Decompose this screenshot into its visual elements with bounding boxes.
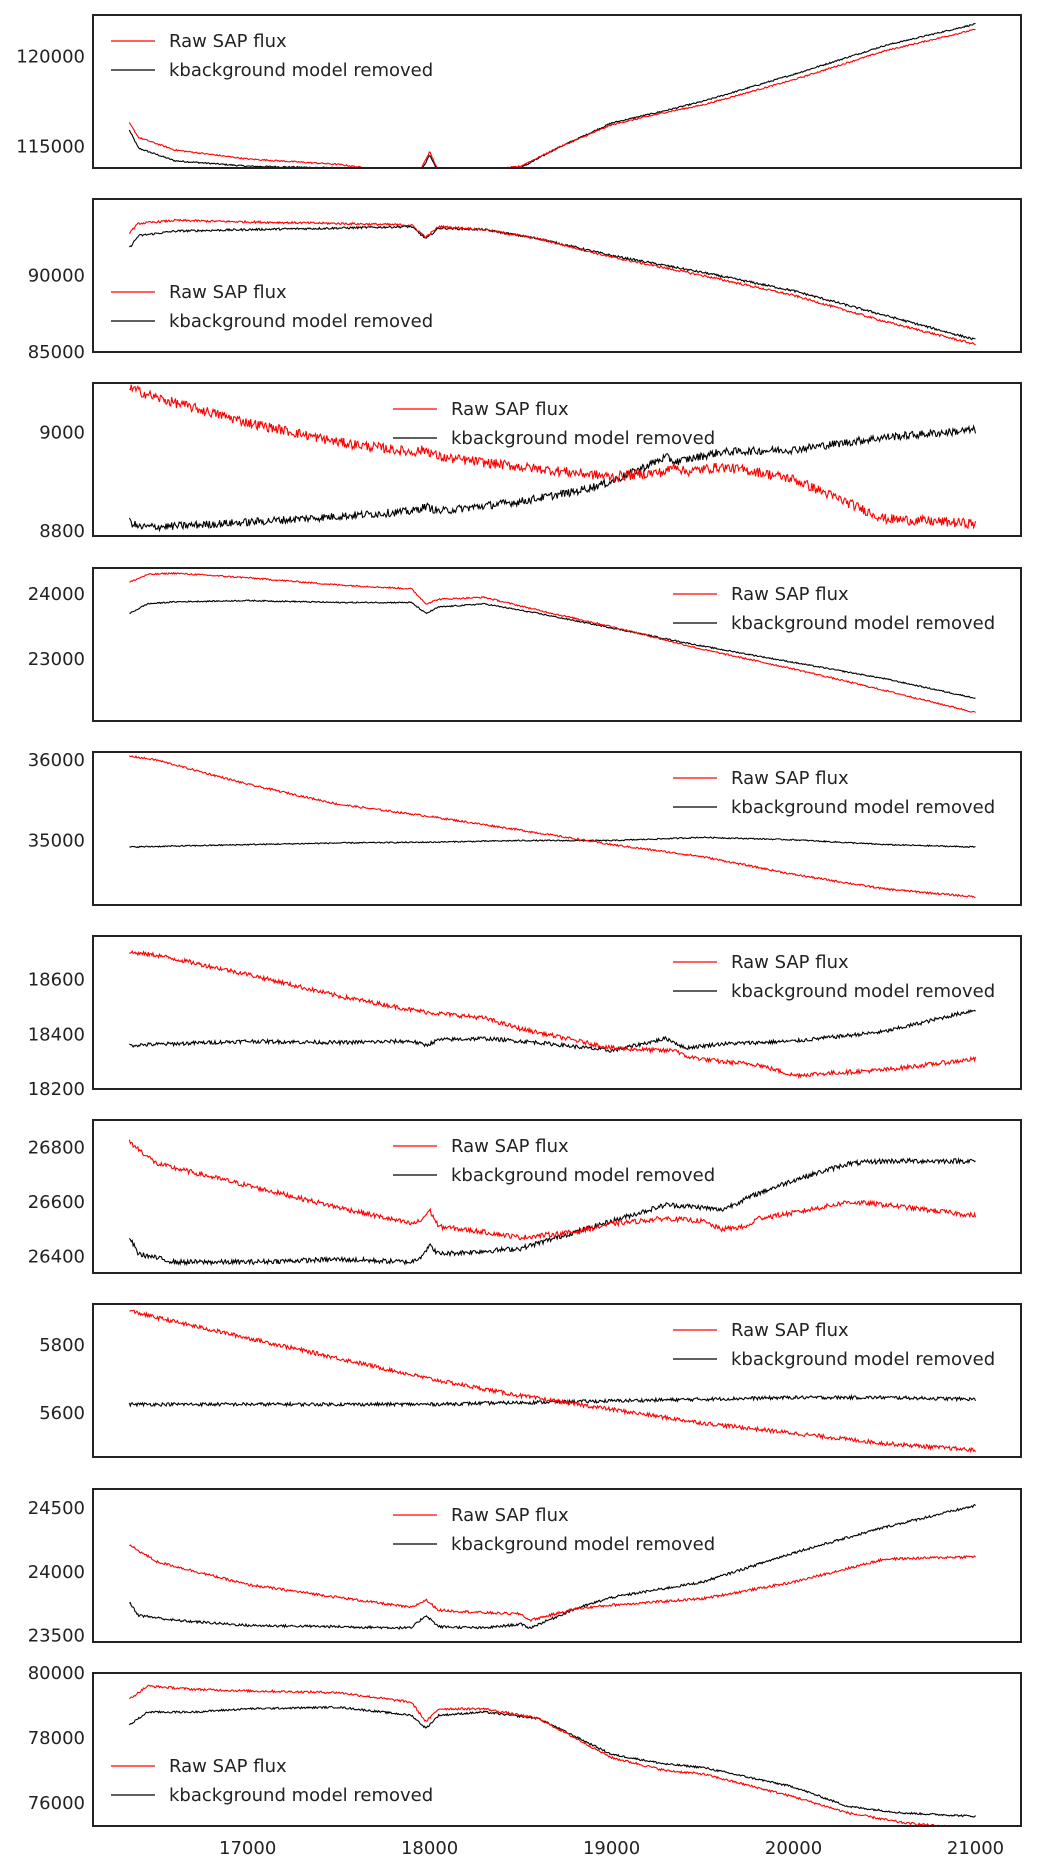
y-tick-label: 24000 xyxy=(28,584,85,605)
panel-frame xyxy=(92,1303,1022,1458)
y-tick-label: 76000 xyxy=(28,1793,85,1814)
panel-4: 23000 24000 Raw SAP flux kbackground model … xyxy=(28,567,1022,722)
series-line-raw-sap-flux xyxy=(129,1309,976,1454)
series-line-raw-sap-flux xyxy=(128,1139,977,1241)
y-tick-label: 5800 xyxy=(39,1335,85,1356)
y-tick-label: 23500 xyxy=(28,1626,85,1647)
panel-frame xyxy=(92,14,1022,169)
y-tick-label: 24000 xyxy=(28,1562,85,1583)
legend: Raw SAP flux kbackground model removed xyxy=(111,1756,433,1806)
series-line-kbackground-removed xyxy=(128,424,977,533)
legend-label-kbackground-removed: kbackground model removed xyxy=(731,981,995,1002)
y-tick-label: 120000 xyxy=(16,46,85,67)
legend: Raw SAP flux kbackground model removed xyxy=(673,584,995,634)
legend-label-raw-sap-flux: Raw SAP flux xyxy=(451,1505,569,1526)
series-line-raw-sap-flux xyxy=(129,571,976,713)
legend-label-raw-sap-flux: Raw SAP flux xyxy=(731,768,849,789)
panel-2: 85000 90000 Raw SAP flux kbackground model … xyxy=(28,198,1022,363)
y-tick-label: 18200 xyxy=(28,1079,85,1100)
series-line-kbackground-removed xyxy=(128,1009,976,1053)
legend-label-kbackground-removed: kbackground model removed xyxy=(451,1534,715,1555)
y-tick-label: 18600 xyxy=(28,970,85,991)
x-tick-label: 17000 xyxy=(219,1838,276,1859)
legend-label-kbackground-removed: kbackground model removed xyxy=(169,311,433,332)
series-line-kbackground-removed xyxy=(129,1503,976,1630)
series-line-kbackground-removed xyxy=(128,224,976,341)
panel-9: 23500 24000 24500 Raw SAP flux kbackground m… xyxy=(28,1488,1022,1647)
y-tick-label: 26600 xyxy=(28,1192,85,1213)
legend-label-kbackground-removed: kbackground model removed xyxy=(169,1785,433,1806)
legend-label-kbackground-removed: kbackground model removed xyxy=(731,797,995,818)
y-tick-label: 115000 xyxy=(16,136,85,157)
panel-8: 5600 5800 Raw SAP flux kbackground model re… xyxy=(39,1303,1022,1458)
legend: Raw SAP flux kbackground model removed xyxy=(673,1320,995,1370)
y-tick-label: 90000 xyxy=(28,266,85,287)
x-tick-label: 19000 xyxy=(583,1838,640,1859)
legend-label-raw-sap-flux: Raw SAP flux xyxy=(731,1320,849,1341)
series-line-kbackground-removed xyxy=(129,599,976,699)
series-line-raw-sap-flux xyxy=(129,384,977,530)
legend-label-raw-sap-flux: Raw SAP flux xyxy=(169,1756,287,1777)
legend-label-kbackground-removed: kbackground model removed xyxy=(731,1349,995,1370)
series-line-raw-sap-flux xyxy=(128,1684,953,1826)
y-tick-label: 85000 xyxy=(28,342,85,363)
y-tick-label: 26800 xyxy=(28,1137,85,1158)
series-line-raw-sap-flux xyxy=(129,949,977,1079)
panel-frame xyxy=(92,1488,1022,1643)
x-tick-label: 20000 xyxy=(765,1838,822,1859)
y-tick-label: 18400 xyxy=(28,1024,85,1045)
y-tick-label: 9000 xyxy=(39,422,85,443)
panel-frame xyxy=(92,935,1022,1090)
legend-label-kbackground-removed: kbackground model removed xyxy=(451,1165,715,1186)
x-tick-label: 18000 xyxy=(401,1838,458,1859)
legend: Raw SAP flux kbackground model removed xyxy=(111,282,433,332)
series-line-kbackground-removed xyxy=(128,22,976,168)
legend-label-raw-sap-flux: Raw SAP flux xyxy=(451,399,569,420)
panel-1: 115000 120000 Raw SAP flux kbackground mode… xyxy=(16,14,1022,169)
legend-label-raw-sap-flux: Raw SAP flux xyxy=(731,584,849,605)
y-tick-label: 80000 xyxy=(28,1663,85,1684)
panel-frame xyxy=(92,751,1022,906)
panel-frame xyxy=(92,567,1022,722)
series-line-raw-sap-flux xyxy=(129,1544,976,1623)
panel-6: 18200 18400 18600 Raw SAP flux kbackground m… xyxy=(28,935,1022,1100)
legend-label-raw-sap-flux: Raw SAP flux xyxy=(169,31,287,52)
series-line-raw-sap-flux xyxy=(129,754,976,899)
panel-5: 35000 36000 Raw SAP flux kbackground model … xyxy=(28,750,1022,906)
y-tick-label: 35000 xyxy=(28,831,85,852)
panel-3: 8800 9000 Raw SAP flux kbackground model re… xyxy=(39,382,1022,542)
series-line-kbackground-removed xyxy=(128,1157,976,1267)
y-tick-label: 36000 xyxy=(28,750,85,771)
legend-label-kbackground-removed: kbackground model removed xyxy=(731,613,995,634)
legend-label-kbackground-removed: kbackground model removed xyxy=(451,428,715,449)
legend: Raw SAP flux kbackground model removed xyxy=(393,1505,715,1555)
panel-frame xyxy=(92,198,1022,353)
legend: Raw SAP flux kbackground model removed xyxy=(393,1136,715,1186)
y-tick-label: 26400 xyxy=(28,1247,85,1268)
legend-label-kbackground-removed: kbackground model removed xyxy=(169,60,433,81)
legend-label-raw-sap-flux: Raw SAP flux xyxy=(731,952,849,973)
y-tick-label: 23000 xyxy=(28,649,85,670)
panel-frame xyxy=(92,1119,1022,1274)
legend: Raw SAP flux kbackground model removed xyxy=(393,399,715,449)
y-tick-label: 78000 xyxy=(28,1728,85,1749)
legend-label-raw-sap-flux: Raw SAP flux xyxy=(169,282,287,303)
series-line-raw-sap-flux xyxy=(128,28,976,168)
panel-10: 76000 78000 80000 Raw SAP flux kbackground m… xyxy=(28,1663,1022,1859)
legend: Raw SAP flux kbackground model removed xyxy=(673,952,995,1002)
y-tick-label: 24500 xyxy=(28,1498,85,1519)
panel-7: 26400 26600 26800 Raw SAP flux kbackground m… xyxy=(28,1119,1022,1274)
y-tick-label: 8800 xyxy=(39,521,85,542)
series-line-kbackground-removed xyxy=(129,836,976,849)
legend: Raw SAP flux kbackground model removed xyxy=(673,768,995,818)
series-line-raw-sap-flux xyxy=(128,218,976,346)
legend-label-raw-sap-flux: Raw SAP flux xyxy=(451,1136,569,1157)
legend: Raw SAP flux kbackground model removed xyxy=(111,31,433,81)
panel-frame xyxy=(92,382,1022,537)
x-tick-label: 21000 xyxy=(947,1838,1004,1859)
y-tick-label: 5600 xyxy=(39,1403,85,1424)
panel-frame xyxy=(92,1672,1022,1827)
